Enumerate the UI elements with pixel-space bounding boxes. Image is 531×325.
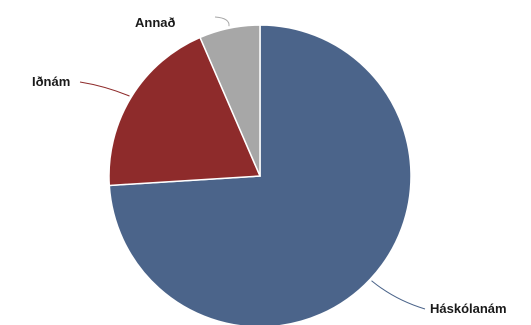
slice-labels: Háskólanám Iðnám Annað [32,15,507,316]
pie-slice-annað [199,24,261,177]
leader-line-iðnám [79,81,130,97]
leader-line-annað [214,16,230,27]
pie-slices [108,24,412,325]
slice-label-háskólanám: Háskólanám [430,301,507,316]
slice-label-annað: Annað [135,15,176,30]
pie-slice-iðnám [108,36,262,187]
leader-line-háskólanám [371,280,426,310]
slice-label-iðnám: Iðnám [32,74,70,89]
label-leader-lines [79,16,426,310]
